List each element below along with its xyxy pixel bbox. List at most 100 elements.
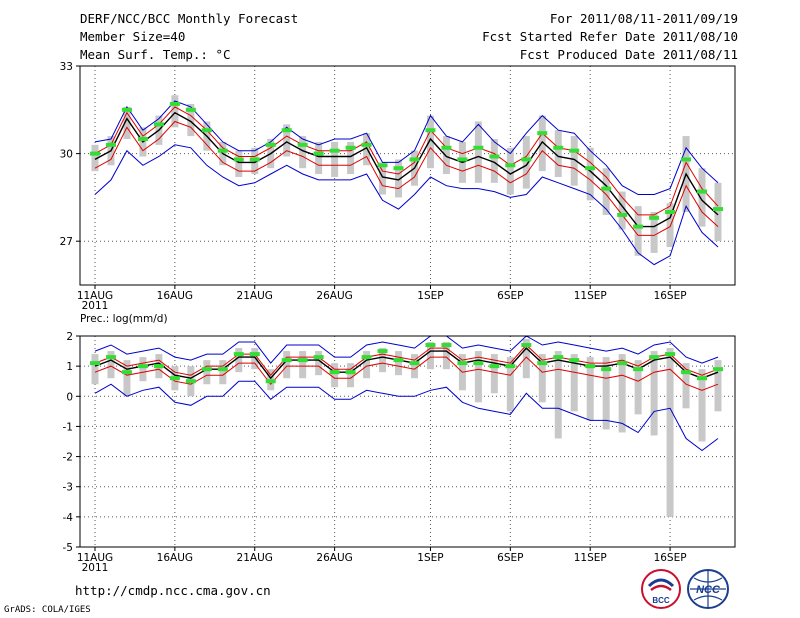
chart-title: DERF/NCC/BCC Monthly Forecast xyxy=(80,11,299,26)
x-tick-label: 16SEP xyxy=(654,552,687,564)
y-tick-label: -3 xyxy=(63,482,73,494)
x-tick-label: 21AUG xyxy=(237,290,273,302)
observation-marker xyxy=(521,157,532,162)
observation-marker xyxy=(281,128,292,133)
observation-marker xyxy=(713,367,723,372)
member-range-bar xyxy=(714,360,722,412)
produced-date-label: Fcst Produced Date 2011/08/11 xyxy=(519,47,738,62)
y-tick-label: 33 xyxy=(60,61,73,73)
observation-marker xyxy=(569,148,580,153)
x-tick-label: 1SEP xyxy=(417,290,443,302)
observation-marker xyxy=(441,145,452,150)
observation-marker xyxy=(585,166,596,171)
observation-marker xyxy=(617,212,628,217)
observation-marker xyxy=(185,379,196,384)
source-url[interactable]: http://cmdp.ncc.cma.gov.cn xyxy=(75,583,271,598)
observation-marker xyxy=(345,145,356,150)
observation-marker xyxy=(473,145,484,150)
observation-marker xyxy=(649,355,660,360)
member-range-bar xyxy=(235,150,243,177)
observation-marker xyxy=(569,358,580,363)
observation-marker xyxy=(329,148,340,153)
member-range-bar xyxy=(650,212,658,253)
observation-marker xyxy=(249,157,260,162)
observation-marker xyxy=(377,163,388,168)
member-range-bar xyxy=(299,136,307,169)
min-line xyxy=(94,380,719,452)
observation-marker xyxy=(105,142,116,147)
lower-spread-line xyxy=(94,120,719,236)
member-range-bar xyxy=(203,360,211,385)
member-size-label: Member Size=40 xyxy=(80,29,186,44)
observation-marker xyxy=(153,364,164,369)
observation-marker xyxy=(329,370,340,375)
observation-marker xyxy=(409,157,420,162)
member-range-bar xyxy=(618,191,626,230)
variable-label: Mean Surf. Temp.: °C xyxy=(80,47,231,62)
member-range-bar xyxy=(331,141,339,177)
observation-marker xyxy=(537,361,548,366)
observation-marker xyxy=(473,361,484,366)
member-range-bar xyxy=(426,115,434,169)
member-range-bar xyxy=(235,348,243,373)
observation-marker xyxy=(121,370,132,375)
member-range-bar xyxy=(123,360,131,397)
max-line xyxy=(94,100,719,195)
x-tick-label: 6SEP xyxy=(497,290,523,302)
member-range-bar xyxy=(586,147,594,201)
observation-marker xyxy=(633,224,644,229)
observation-marker xyxy=(217,148,228,153)
member-range-bar xyxy=(410,354,418,379)
member-range-bar xyxy=(522,339,530,379)
y-tick-label: 1 xyxy=(66,361,73,373)
observation-marker xyxy=(153,122,164,127)
plot-frame xyxy=(79,65,736,286)
member-range-bar xyxy=(570,136,578,186)
member-range-bar xyxy=(139,357,147,382)
observation-marker xyxy=(537,131,548,136)
ncc-logo-icon: NCC xyxy=(687,569,729,609)
observation-marker xyxy=(90,151,100,156)
bcc-logo-icon: BCC xyxy=(641,569,681,609)
member-range-bar xyxy=(426,342,434,370)
member-range-bar xyxy=(379,348,387,373)
grads-credit: GrADS: COLA/IGES xyxy=(4,605,91,615)
panel-temperature: 27 30 33 11AUG 16AUG 21AUG 26AUG 1SEP 6SEP 11SEP 1… xyxy=(60,61,736,312)
member-range-bar xyxy=(666,203,674,248)
x-tick-label: 21AUG xyxy=(237,552,273,564)
observation-marker xyxy=(137,137,148,141)
observation-marker xyxy=(585,364,596,369)
observation-marker xyxy=(425,128,436,133)
observation-marker xyxy=(361,142,372,147)
member-range-bar xyxy=(283,351,291,379)
observation-marker xyxy=(105,355,116,360)
member-range-bar xyxy=(347,363,355,388)
observation-marker xyxy=(217,367,228,372)
member-range-bar xyxy=(315,351,323,376)
observation-marker xyxy=(601,186,612,191)
member-range-bar xyxy=(251,348,259,370)
member-range-bar xyxy=(331,363,339,388)
min-line xyxy=(94,144,719,266)
forecast-period-label: For 2011/08/11-2011/09/19 xyxy=(549,11,738,26)
x-tick-label: 26AUG xyxy=(316,290,352,302)
observation-marker xyxy=(297,358,308,363)
member-range-bar xyxy=(315,141,323,175)
panel-precipitation: -5 -4 -3 -2 -1 0 1 2 11AUG 16AUG 21AUG 26AUG 1SEP 6SE… xyxy=(63,313,736,574)
observation-marker xyxy=(457,361,468,366)
observation-marker xyxy=(505,163,516,168)
member-range-bar xyxy=(107,351,115,379)
observation-marker xyxy=(665,352,676,357)
observation-marker xyxy=(377,349,388,354)
member-range-bar xyxy=(506,357,514,412)
precip-panel-title: Prec.: log(mm/d) xyxy=(80,313,168,325)
member-range-bar xyxy=(682,363,690,409)
member-range-bar xyxy=(506,147,514,195)
member-range-bar xyxy=(490,354,498,394)
member-range-bar xyxy=(347,141,355,175)
y-tick-label: 30 xyxy=(60,149,73,161)
observation-marker xyxy=(681,157,692,162)
observation-marker xyxy=(425,343,436,348)
observation-marker xyxy=(713,207,723,212)
member-range-bar xyxy=(379,162,387,195)
